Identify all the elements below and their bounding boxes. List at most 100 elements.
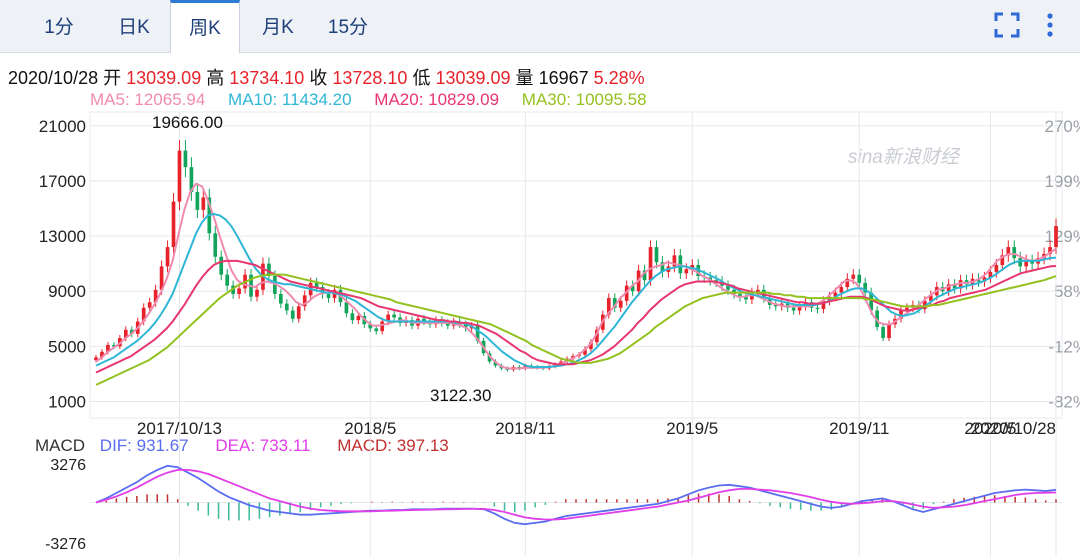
candle-body <box>958 280 963 289</box>
candle-body <box>100 351 104 358</box>
candle-body <box>284 303 289 311</box>
date-tick-label: 2017/10/13 <box>137 419 222 438</box>
candle-body <box>177 150 182 202</box>
pct-tick-label: 58% <box>1054 282 1080 301</box>
dif-legend: DIF: 931.67 <box>99 436 189 455</box>
candle-body <box>302 295 307 307</box>
fullscreen-icon[interactable] <box>994 12 1020 38</box>
date-tick-label: 2019/5 <box>666 419 718 438</box>
candle-body <box>952 284 957 289</box>
candle-body <box>773 304 778 307</box>
candle-body <box>141 307 146 322</box>
candle-body <box>1018 258 1023 267</box>
candle-body <box>618 300 623 308</box>
price-tick-label: 17000 <box>39 172 86 191</box>
candle-body <box>648 247 653 281</box>
high-annotation: 19666.00 <box>152 113 223 132</box>
candle-body <box>654 247 659 263</box>
quote-line: 2020/10/28 开 13039.09 高 13734.10 收 13728… <box>8 64 645 90</box>
macd-tick-label: -3276 <box>45 536 86 553</box>
candle-body <box>982 277 987 282</box>
candle-body <box>1024 260 1029 267</box>
candle-body <box>350 313 355 321</box>
candle-body <box>380 321 385 332</box>
candle-body <box>875 310 879 328</box>
more-vertical-icon[interactable] <box>1045 12 1055 38</box>
candle-body <box>612 298 617 308</box>
candle-body <box>94 357 98 361</box>
candle-body <box>988 271 993 278</box>
candle-body <box>153 289 158 303</box>
candle-body <box>606 298 611 315</box>
tab-15min[interactable]: 15分 <box>327 17 369 38</box>
tab-1min[interactable]: 1分 <box>44 17 74 38</box>
candle-body <box>1054 226 1058 248</box>
pct-tick-label: 199% <box>1045 172 1080 191</box>
candle-body <box>589 342 593 350</box>
date-tick-label: 2018/5 <box>344 419 396 438</box>
candle-body <box>672 255 677 267</box>
candle-body <box>356 316 361 321</box>
candle-body <box>171 201 176 248</box>
candle-body <box>493 361 498 366</box>
candle-body <box>195 191 200 210</box>
candle-body <box>595 329 599 343</box>
candle-body <box>642 270 647 281</box>
candle-body <box>237 288 241 294</box>
candle-body <box>881 327 885 339</box>
candle-body <box>225 274 230 286</box>
close-label: 收 <box>309 68 328 88</box>
candle-body <box>463 324 468 329</box>
candle-body <box>821 300 826 310</box>
ma10-legend: MA10: 11434.20 <box>228 90 352 109</box>
candle-body <box>147 302 152 308</box>
candle-body <box>320 287 325 294</box>
price-tick-label: 9000 <box>48 282 86 301</box>
candle-body <box>183 150 188 168</box>
candle-body <box>165 247 170 267</box>
candle-body <box>213 233 218 257</box>
price-panel-frame <box>89 111 1063 419</box>
candle-body <box>374 328 379 332</box>
candle-body <box>583 349 587 355</box>
low-label: 低 <box>412 68 431 88</box>
candle-body <box>475 325 480 341</box>
tab-weekly-k[interactable]: 周K <box>170 0 240 53</box>
candle-body <box>106 344 110 352</box>
high-value: 13734.10 <box>229 68 305 88</box>
candle-body <box>857 274 862 283</box>
candle-body <box>344 302 349 314</box>
macd-title: MACD <box>35 436 86 455</box>
candle-body <box>756 289 760 293</box>
candle-body <box>684 269 689 274</box>
candle-body <box>123 329 128 339</box>
candle-body <box>797 306 802 311</box>
low-value: 13039.09 <box>435 68 511 88</box>
candle-body <box>851 274 856 279</box>
ma5-legend: MA5: 12065.94 <box>90 90 206 109</box>
candle-body <box>392 314 396 318</box>
candle-body <box>1012 247 1017 259</box>
tab-monthly-k[interactable]: 月K <box>262 17 294 38</box>
ma-legend: MA5: 12065.94 MA10: 11434.20 MA20: 10829… <box>90 90 665 110</box>
date-tick-label: 2020/5 <box>964 419 1016 438</box>
date-tick-label: 2020/10/28 <box>971 419 1056 438</box>
ma30-line <box>95 273 1057 386</box>
candle-body <box>296 306 301 319</box>
candle-body <box>201 197 206 210</box>
candle-body <box>219 256 224 275</box>
macd-value-legend: MACD: 397.13 <box>337 436 449 455</box>
price-tick-label: 13000 <box>39 227 86 246</box>
pct-tick-label: 270% <box>1045 117 1080 136</box>
tab-daily-k[interactable]: 日K <box>118 17 150 38</box>
candle-body <box>839 287 844 293</box>
candle-body <box>368 324 373 329</box>
change-pct: 5.28% <box>593 68 645 88</box>
candle-body <box>422 318 426 322</box>
macd-tick-label: 3276 <box>50 457 86 474</box>
candle-body <box>290 310 295 319</box>
candle-body <box>326 293 331 299</box>
dif-line <box>95 464 1057 526</box>
high-label: 高 <box>206 68 225 88</box>
